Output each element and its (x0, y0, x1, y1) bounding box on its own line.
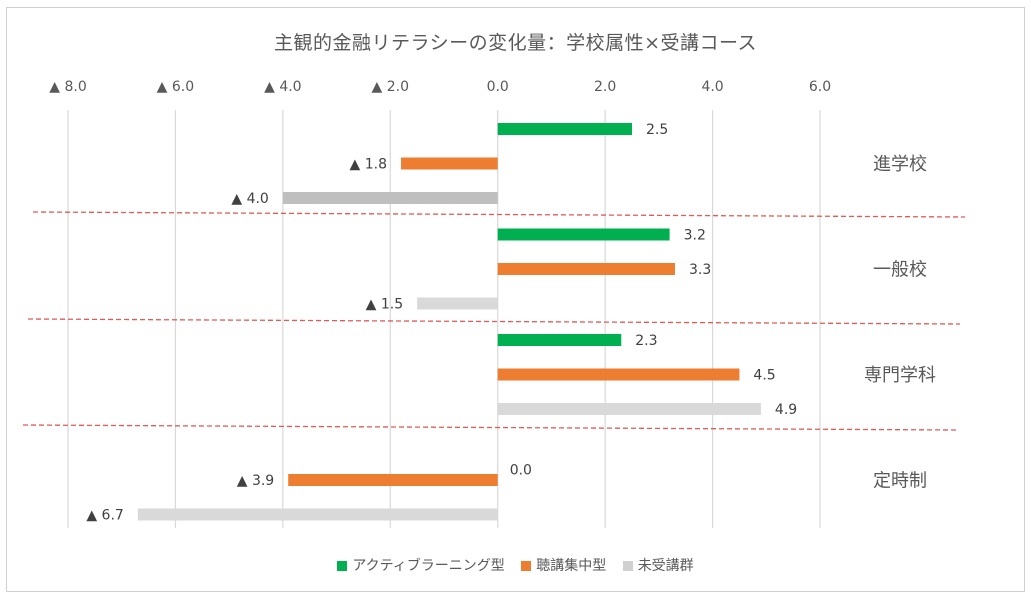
data-label: ▲ 1.8 (350, 157, 387, 173)
data-label: 4.9 (775, 402, 797, 418)
x-tick-label: ▲ 4.0 (264, 79, 301, 95)
data-label: ▲ 4.0 (231, 191, 268, 207)
bar-none (282, 192, 498, 204)
legend-item-active: アクティブラーニング型 (337, 555, 505, 575)
category-label: 進学校 (873, 154, 927, 175)
bar-lecture (288, 474, 498, 486)
data-label: 4.5 (753, 368, 775, 384)
x-tick-label: 2.0 (594, 79, 616, 95)
bar-lecture (401, 157, 498, 170)
legend-swatch (622, 561, 633, 571)
bar-none (417, 297, 498, 310)
chart-legend: アクティブラーニング型 聴講集中型 未受講群 (0, 555, 1031, 575)
group-separator (32, 211, 966, 218)
x-tick-label: ▲ 2.0 (372, 79, 409, 95)
bar-none (497, 403, 761, 415)
legend-swatch (337, 561, 348, 571)
x-tick-label: ▲ 6.0 (157, 79, 194, 95)
chart-title: 主観的金融リテラシーの変化量：学校属性×受講コース (273, 32, 758, 54)
x-tick-label: 0.0 (487, 79, 509, 95)
category-label: 定時制 (873, 471, 927, 492)
x-tick-label: ▲ 8.0 (49, 79, 86, 95)
legend-label: 聴講集中型 (536, 558, 607, 574)
legend-swatch (521, 561, 532, 571)
data-label: ▲ 6.7 (86, 508, 123, 524)
category-label: 一般校 (873, 260, 927, 281)
bar-lecture (497, 263, 675, 275)
bar-lecture (497, 368, 740, 381)
x-tick-label: 6.0 (809, 79, 831, 95)
bar-active (497, 228, 670, 241)
bar-none (137, 508, 498, 521)
data-label: 3.3 (689, 262, 711, 278)
bar-active (497, 123, 632, 135)
data-label: 2.5 (646, 122, 668, 138)
group-separator (22, 424, 958, 431)
data-label: 0.0 (510, 463, 532, 479)
data-label: ▲ 1.5 (366, 297, 403, 313)
legend-label: 未受講群 (637, 558, 694, 574)
data-label: ▲ 3.9 (237, 473, 274, 489)
legend-item-none: 未受講群 (622, 555, 694, 575)
legend-label: アクティブラーニング型 (352, 558, 505, 574)
data-label: 2.3 (635, 333, 657, 349)
legend-item-lecture: 聴講集中型 (521, 555, 606, 575)
data-label: 3.2 (684, 228, 706, 244)
bar-active (497, 334, 622, 346)
category-label: 専門学科 (864, 365, 936, 386)
group-separator (27, 318, 961, 325)
x-tick-label: 4.0 (701, 79, 723, 95)
